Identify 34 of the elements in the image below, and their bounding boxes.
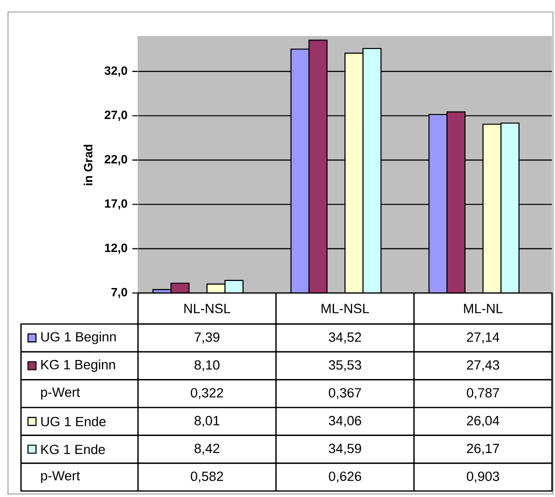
legend-label: UG 1 Ende xyxy=(41,416,106,426)
text: 0,367 xyxy=(328,388,362,400)
text: 0,903 xyxy=(466,472,500,483)
y-tick-label: 7,0 xyxy=(111,288,128,298)
y-tick-label: 12,0 xyxy=(105,244,128,254)
data-label: 26,17 xyxy=(466,444,500,455)
data-label: 8,42 xyxy=(194,444,220,455)
text: 0,582 xyxy=(190,472,224,483)
data-label: 34,52 xyxy=(328,332,362,344)
data-label: 27,14 xyxy=(466,332,500,344)
x-tick-label: ML-NL xyxy=(464,304,503,314)
data-label: 7,39 xyxy=(194,332,220,344)
data-label: 8,01 xyxy=(194,416,220,427)
data-label: 35,53 xyxy=(328,360,362,372)
legend-label: KG 1 Ende xyxy=(41,444,105,454)
text: p-Wert xyxy=(41,471,80,484)
data-label: 34,59 xyxy=(328,444,362,455)
x-tick-label: NL-NSL xyxy=(184,304,230,314)
y-tick-label: 22,0 xyxy=(104,154,128,166)
legend-label: KG 1 Beginn xyxy=(41,360,115,372)
text: 0,626 xyxy=(328,472,362,483)
y-axis-title: in Grad xyxy=(84,144,92,186)
y-tick-label: 17,0 xyxy=(105,199,128,210)
data-label: 26,04 xyxy=(466,416,500,427)
data-label: 8,10 xyxy=(194,360,220,372)
y-tick-label: 32,0 xyxy=(104,66,128,77)
text: 0,787 xyxy=(466,388,500,400)
y-tick-label: 27,0 xyxy=(104,110,128,121)
data-label: 27,43 xyxy=(466,360,500,372)
text: p-Wert xyxy=(41,388,80,400)
legend-label: UG 1 Beginn xyxy=(41,332,116,344)
data-label: 34,06 xyxy=(328,416,362,427)
x-tick-label: ML-NSL xyxy=(322,304,370,314)
text: 0,322 xyxy=(190,388,224,400)
